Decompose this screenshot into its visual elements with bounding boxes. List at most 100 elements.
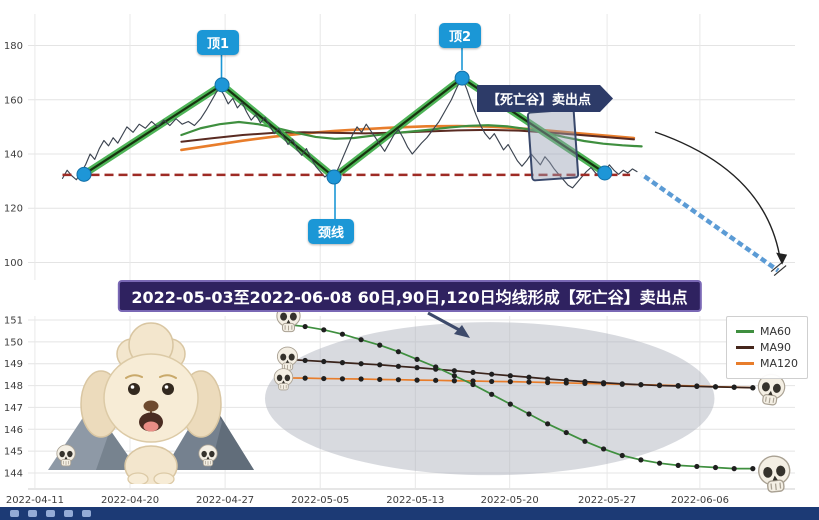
taskbar-icon[interactable] (64, 510, 73, 517)
ma90-marker-dot (339, 360, 346, 366)
ma60-marker-dot (694, 463, 700, 470)
x-tick-label: 2022-06-06 (671, 495, 729, 506)
ma120-marker-dot (507, 379, 513, 385)
y-tick-label: 150 (4, 337, 23, 348)
ma90-marker-dot (619, 381, 625, 387)
ma90-marker-dot (358, 361, 364, 367)
y-tick-label: 160 (4, 95, 23, 106)
legend-item-ma60: MA60 (736, 325, 798, 338)
ma90-marker-dot (731, 384, 737, 390)
neckline-annotation: 颈线 (308, 219, 355, 244)
taskbar (0, 507, 819, 520)
ma60-marker-dot (414, 356, 420, 362)
ma60-marker-dot (731, 466, 737, 472)
legend-swatch (736, 362, 754, 365)
ma60-marker-dot (750, 466, 756, 472)
ma90-marker-dot (638, 382, 644, 388)
ma90-marker-dot (507, 373, 513, 379)
ma60-marker-dot (489, 391, 495, 397)
ma90-marker-dot (656, 382, 663, 389)
taskbar-icon[interactable] (10, 510, 19, 517)
valley-highlight-ellipse (265, 322, 715, 476)
y-tick-label: 180 (4, 41, 23, 52)
ma90-marker-dot (694, 383, 700, 390)
ma120-marker-dot (451, 378, 457, 384)
legend-label: MA60 (760, 325, 792, 338)
ma120-marker-dot (433, 377, 439, 383)
taskbar-icon[interactable] (82, 510, 91, 517)
ma60-marker-dot (638, 457, 644, 463)
ma60-marker-dot (451, 373, 457, 379)
ma60-marker-dot (712, 464, 719, 471)
x-tick-label: 2022-04-11 (6, 495, 64, 506)
ma60-marker-dot (433, 364, 439, 370)
ma90-detail-line (285, 358, 754, 389)
key-point-marker-dot (326, 169, 342, 185)
legend-swatch (736, 330, 754, 333)
arrowhead-icon (776, 252, 788, 265)
ma90-marker-dot (582, 379, 588, 385)
ma90-marker-dot (395, 363, 401, 369)
taskbar-icon[interactable] (46, 510, 55, 517)
taskbar-icon[interactable] (28, 510, 37, 517)
death-valley-sell-annotation: 【死亡谷】卖出点 (477, 85, 613, 112)
ma90-marker-dot (545, 376, 551, 382)
legend-item-ma90: MA90 (736, 341, 798, 354)
projection-end-tick (773, 265, 787, 277)
ma60-marker-dot (321, 327, 327, 333)
poodle (80, 322, 222, 484)
y-tick-label: 145 (4, 447, 23, 458)
ma90-marker-dot (302, 357, 308, 364)
ma90-marker-dot (712, 384, 719, 390)
poodle-dog-illustration (48, 322, 254, 484)
legend-label: MA120 (760, 357, 799, 370)
ma60-marker-dot (470, 381, 476, 388)
ma120-marker-dot (395, 377, 401, 383)
x-tick-label: 2022-04-27 (196, 495, 254, 506)
x-tick-label: 2022-05-20 (481, 495, 539, 506)
legend-item-ma120: MA120 (736, 357, 798, 370)
ma60-marker-dot (377, 342, 383, 348)
ma120-line (180, 124, 636, 152)
banner-arrow (427, 311, 464, 334)
ma60-marker-dot (619, 452, 625, 459)
projection-curve-arrow (654, 131, 781, 259)
ma60-line (180, 120, 643, 148)
top1-annotation: 顶1 (197, 30, 240, 55)
ma90-marker-dot (563, 377, 569, 383)
banner-arrowhead-icon (454, 325, 470, 338)
x-tick-label: 2022-05-27 (578, 495, 636, 506)
ma60-marker-dot (656, 460, 663, 466)
ma90-marker-dot (470, 369, 476, 376)
death-valley-highlight-box (526, 108, 580, 182)
legend-swatch (736, 346, 754, 349)
ma60-marker-dot (302, 323, 308, 330)
y-tick-label: 146 (4, 425, 23, 436)
ma90-marker-dot (489, 371, 495, 377)
ma90-marker-dot (451, 368, 457, 374)
ma60-marker-dot (339, 331, 346, 337)
ma120-marker-dot (339, 376, 346, 382)
ma60-marker-dot (563, 429, 569, 436)
y-tick-label: 140 (4, 150, 23, 161)
ma60-marker-dot (526, 411, 532, 417)
ma90-marker-dot (377, 362, 383, 368)
ma60-marker-dot (600, 446, 607, 452)
y-tick-label: 144 (4, 469, 23, 480)
chart-title-banner: 2022-05-03至2022-06-08 60日,90日,120日均线形成【死… (117, 280, 702, 312)
price-line (61, 77, 638, 189)
ma120-marker-dot (377, 376, 383, 383)
ma90-marker-dot (675, 383, 681, 389)
y-tick-label: 148 (4, 381, 23, 392)
ma60-marker-dot (358, 337, 364, 343)
top2-annotation: 顶2 (439, 23, 482, 48)
key-point-marker-dot (76, 166, 92, 182)
y-tick-label: 120 (4, 204, 23, 215)
key-point-marker-dot (454, 70, 470, 86)
ma120-marker-dot (302, 375, 308, 381)
y-tick-label: 147 (4, 403, 23, 414)
y-tick-label: 151 (4, 316, 23, 327)
ma120-marker-dot (358, 376, 364, 382)
ma120-marker-dot (414, 377, 420, 383)
